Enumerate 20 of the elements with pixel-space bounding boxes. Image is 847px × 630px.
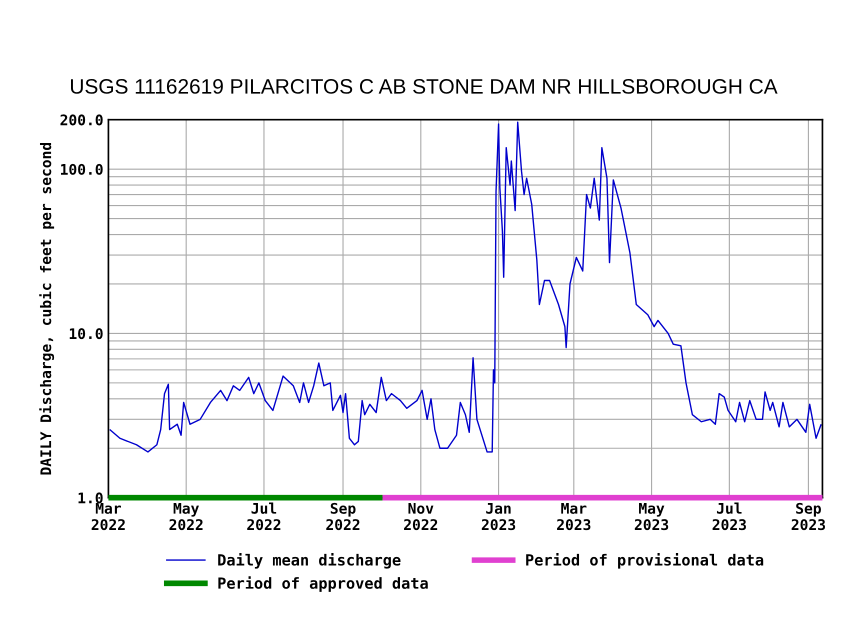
x-tick-label: Jan 2023 <box>482 503 516 530</box>
x-tick-label: May 2022 <box>169 503 203 530</box>
x-tick-label: Nov 2022 <box>404 503 438 530</box>
legend-label: Period of provisional data <box>526 553 764 569</box>
x-tick-label: Mar 2022 <box>92 503 125 530</box>
y-axis-title: DAILY Discharge, cubic feet per second <box>39 142 54 475</box>
x-tick-label: Mar 2023 <box>557 503 590 530</box>
chart-title: USGS 11162619 PILARCITOS C AB STONE DAM NR HILLSBOROUGH CA <box>71 79 778 94</box>
y-tick-label: 100.0 <box>60 164 103 175</box>
x-tick-label: Jul 2022 <box>247 502 280 530</box>
y-tick-label: 200.0 <box>60 114 103 126</box>
x-tick-label: Sep 2022 <box>326 502 360 530</box>
legend-label: Daily mean discharge <box>218 553 400 569</box>
legend-label: Period of approved data <box>218 576 428 592</box>
x-tick-label: May 2023 <box>634 503 668 530</box>
x-tick-label: Sep 2023 <box>792 502 826 530</box>
y-tick-label: 1.0 <box>78 492 103 504</box>
y-tick-label: 10.0 <box>70 328 103 340</box>
x-tick-label: Jul 2023 <box>712 502 746 530</box>
line-series <box>108 122 822 453</box>
